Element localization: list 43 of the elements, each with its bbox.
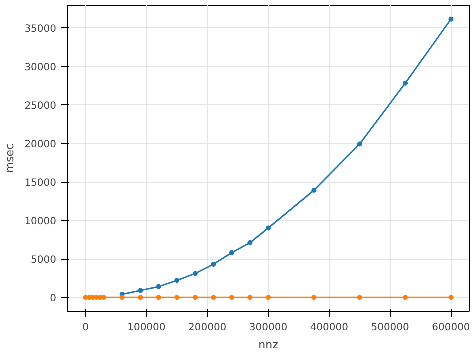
point <box>102 295 107 300</box>
x-tick-label: 0 <box>82 322 89 334</box>
x-tick-label: 100000 <box>128 322 166 334</box>
point <box>357 295 362 300</box>
point <box>192 295 198 300</box>
x-tick-label: 200000 <box>188 322 227 334</box>
point <box>248 240 253 246</box>
x-tick-label: 500000 <box>371 322 410 334</box>
x-tick-label: 600000 <box>432 322 470 334</box>
y-tick-label: 10000 <box>24 216 56 228</box>
point <box>357 142 362 147</box>
point <box>448 295 454 300</box>
x-tick-label: 300000 <box>249 322 288 334</box>
point <box>403 295 408 300</box>
point <box>138 288 144 294</box>
point <box>174 278 180 284</box>
point <box>211 262 216 267</box>
point <box>403 80 408 86</box>
point <box>156 295 162 300</box>
y-tick-label: 30000 <box>24 62 56 74</box>
x-tick-label: 400000 <box>310 322 349 334</box>
point <box>266 295 271 300</box>
point <box>266 226 271 231</box>
point <box>312 295 317 300</box>
y-tick-label: 35000 <box>24 24 56 35</box>
point <box>174 295 180 300</box>
y-tick-label: 20000 <box>24 139 56 150</box>
point <box>138 295 144 300</box>
point <box>448 16 454 22</box>
point <box>156 284 162 290</box>
point <box>312 188 317 193</box>
y-tick-label: 25000 <box>24 100 56 112</box>
point <box>229 295 234 300</box>
point <box>248 295 253 300</box>
point <box>229 250 234 256</box>
point <box>192 271 198 276</box>
y-tick-label: 0 <box>50 294 57 305</box>
x-axis-title: nnz <box>258 338 279 352</box>
point <box>120 295 125 300</box>
y-tick-label: 15000 <box>24 178 56 190</box>
y-tick-label: 5000 <box>31 255 57 266</box>
y-axis-title: msec <box>4 144 17 174</box>
point <box>211 295 216 300</box>
